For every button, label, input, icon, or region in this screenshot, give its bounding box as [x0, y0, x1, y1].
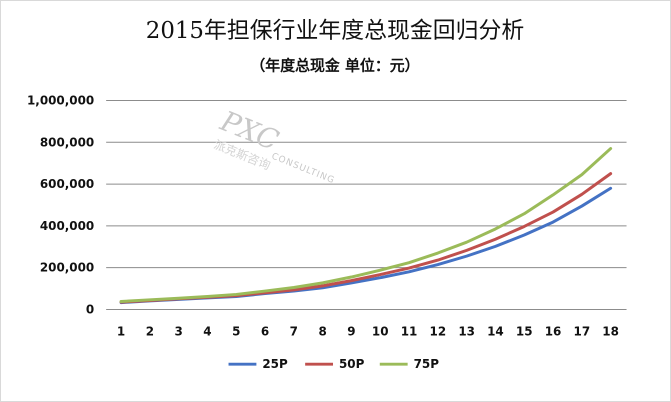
x-tick-label: 8 — [318, 324, 326, 338]
watermark: PXC CONSULTING 派克斯咨询 — [212, 104, 336, 187]
x-tick-label: 16 — [545, 324, 562, 338]
x-tick-label: 9 — [347, 324, 355, 338]
watermark-tagline: CONSULTING — [270, 152, 336, 187]
x-tick-label: 13 — [458, 324, 475, 338]
legend-label: 25P — [262, 357, 288, 371]
series-line-75p — [119, 147, 613, 303]
legend: 25P 50P 75P — [228, 357, 440, 371]
y-tick-label: 800,000 — [40, 135, 94, 149]
x-tick-label: 11 — [401, 324, 418, 338]
legend-label: 50P — [339, 357, 365, 371]
x-tick-label: 6 — [261, 324, 269, 338]
x-tick-label: 15 — [516, 324, 533, 338]
x-axis-ticks: 1 2 3 4 5 6 7 8 9 10 11 12 13 14 15 16 17 18 — [117, 324, 619, 338]
y-tick-label: 200,000 — [40, 261, 94, 275]
y-tick-label: 0 — [86, 302, 94, 316]
x-tick-label: 17 — [574, 324, 591, 338]
x-tick-label: 5 — [232, 324, 240, 338]
x-tick-label: 14 — [487, 324, 504, 338]
x-tick-label: 4 — [203, 324, 211, 338]
series-lines — [119, 147, 613, 305]
legend-label: 75P — [414, 357, 440, 371]
series-line-50p — [119, 172, 613, 304]
y-tick-label: 600,000 — [40, 177, 94, 191]
x-tick-label: 10 — [372, 324, 389, 338]
x-tick-label: 2 — [146, 324, 154, 338]
y-tick-label: 400,000 — [40, 219, 94, 233]
chart-title: 2015年担保行业年度总现金回归分析 — [146, 18, 524, 44]
x-tick-label: 1 — [117, 324, 125, 338]
x-tick-label: 12 — [430, 324, 447, 338]
gridlines — [106, 100, 627, 310]
x-tick-label: 7 — [290, 324, 298, 338]
x-tick-label: 18 — [602, 324, 619, 338]
chart-subtitle: （年度总现金 单位：元） — [250, 57, 419, 75]
y-tick-label: 1,000,000 — [27, 93, 94, 107]
y-axis-ticks: 0 200,000 400,000 600,000 800,000 1,000,000 — [27, 93, 94, 316]
x-tick-label: 3 — [175, 324, 183, 338]
